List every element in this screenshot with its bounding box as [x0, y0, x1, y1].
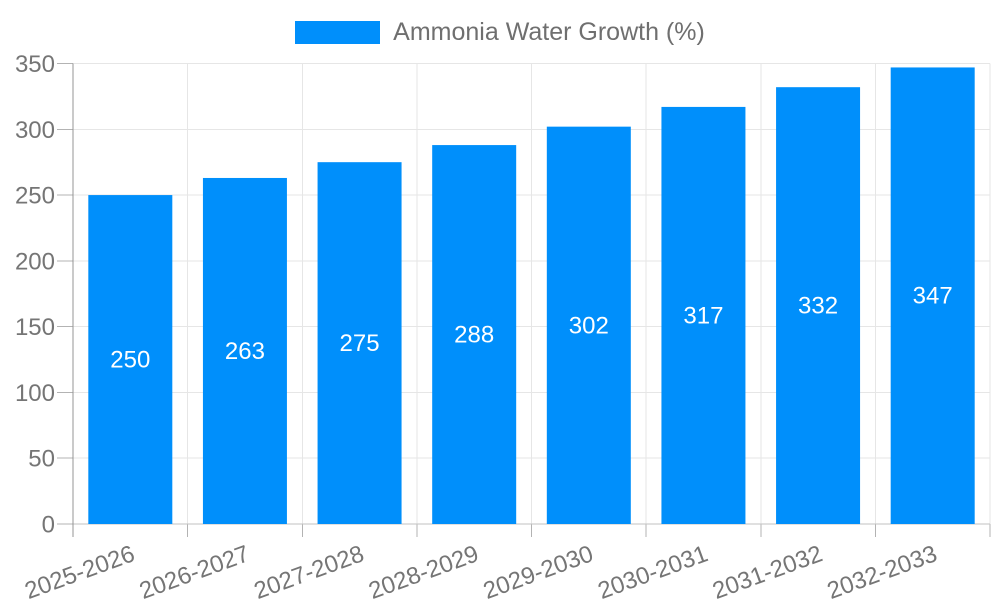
y-axis-label: 50 — [28, 446, 55, 473]
x-axis-label: 2030-2031 — [594, 540, 711, 600]
y-axis-label: 200 — [15, 248, 55, 275]
y-axis-label: 150 — [15, 314, 55, 341]
x-axis-label: 2028-2029 — [365, 540, 482, 600]
bar-value-label: 302 — [569, 312, 609, 339]
bar-value-label: 332 — [798, 293, 838, 320]
bar-value-label: 263 — [225, 338, 265, 365]
y-axis-label: 100 — [15, 380, 55, 407]
y-axis-label: 0 — [42, 512, 55, 539]
bar-value-label: 317 — [683, 302, 723, 329]
bar — [546, 126, 631, 524]
bar-value-label: 250 — [110, 347, 150, 374]
x-axis-label: 2031-2032 — [709, 540, 826, 600]
x-axis-label: 2029-2030 — [480, 540, 597, 600]
y-axis-label: 250 — [15, 183, 55, 210]
bar — [202, 177, 287, 524]
x-axis-label: 2025-2026 — [21, 540, 138, 600]
x-axis-label: 2026-2027 — [136, 540, 253, 600]
bar — [890, 67, 975, 524]
bar — [317, 162, 402, 524]
bar-value-label: 347 — [913, 283, 953, 310]
y-axis-label: 300 — [15, 117, 55, 144]
x-axis-label: 2032-2033 — [824, 540, 941, 600]
bar — [88, 195, 173, 525]
y-axis-label: 350 — [15, 51, 55, 78]
x-axis-label: 2027-2028 — [251, 540, 368, 600]
bar-value-label: 288 — [454, 322, 494, 349]
bar — [432, 145, 517, 524]
bar — [661, 106, 746, 524]
bar — [776, 87, 861, 524]
bar-value-label: 275 — [340, 330, 380, 357]
